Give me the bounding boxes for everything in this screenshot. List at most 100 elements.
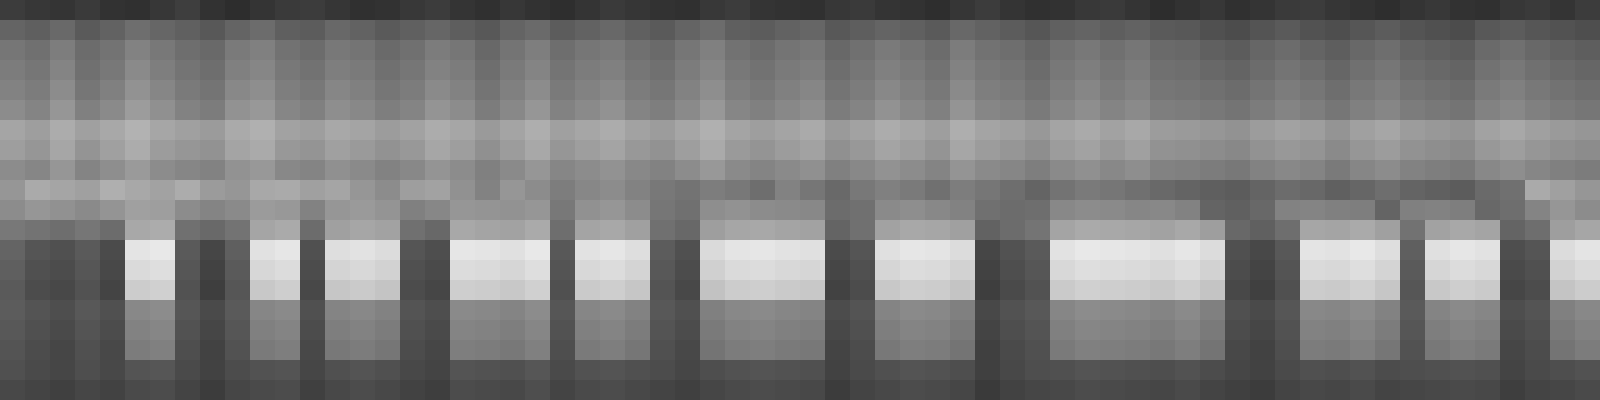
- cell: [1050, 40, 1076, 61]
- cell: [325, 240, 351, 261]
- cell: [475, 180, 501, 201]
- cell: [1450, 40, 1476, 61]
- cell: [1000, 0, 1026, 21]
- cell: [1550, 320, 1576, 341]
- cell: [1000, 100, 1026, 121]
- cell: [1200, 120, 1226, 141]
- cell: [925, 100, 951, 121]
- cell: [325, 80, 351, 101]
- cell: [1425, 260, 1451, 281]
- cell: [1250, 380, 1276, 400]
- cell: [1525, 340, 1551, 361]
- cell: [1075, 300, 1101, 321]
- cell: [550, 320, 576, 341]
- cell: [550, 100, 576, 121]
- cell: [275, 80, 301, 101]
- cell: [175, 340, 201, 361]
- cell: [1200, 180, 1226, 201]
- cell: [225, 60, 251, 81]
- cell: [525, 60, 551, 81]
- cell: [825, 140, 851, 161]
- cell: [1050, 160, 1076, 181]
- cell: [825, 360, 851, 381]
- cell: [150, 140, 176, 161]
- cell: [350, 200, 376, 221]
- cell: [1425, 0, 1451, 21]
- cell: [500, 40, 526, 61]
- cell: [725, 40, 751, 61]
- cell: [800, 260, 826, 281]
- cell: [425, 0, 451, 21]
- cell: [1300, 140, 1326, 161]
- cell: [925, 160, 951, 181]
- cell: [1475, 100, 1501, 121]
- cell: [700, 140, 726, 161]
- cell: [625, 200, 651, 221]
- cell: [1425, 300, 1451, 321]
- cell: [325, 280, 351, 301]
- cell: [400, 100, 426, 121]
- cell: [175, 60, 201, 81]
- cell: [0, 340, 26, 361]
- cell: [200, 360, 226, 381]
- cell: [675, 260, 701, 281]
- cell: [225, 140, 251, 161]
- cell: [200, 20, 226, 41]
- cell: [425, 200, 451, 221]
- cell: [475, 40, 501, 61]
- cell: [775, 380, 801, 400]
- cell: [825, 240, 851, 261]
- cell: [1300, 180, 1326, 201]
- cell: [825, 180, 851, 201]
- cell: [250, 120, 276, 141]
- cell: [1200, 340, 1226, 361]
- cell: [775, 260, 801, 281]
- cell: [275, 200, 301, 221]
- cell: [725, 340, 751, 361]
- cell: [1425, 320, 1451, 341]
- cell: [475, 100, 501, 121]
- cell: [1000, 340, 1026, 361]
- cell: [875, 380, 901, 400]
- cell: [1100, 40, 1126, 61]
- cell: [1050, 180, 1076, 201]
- cell: [700, 60, 726, 81]
- cell: [1550, 280, 1576, 301]
- cell: [850, 60, 876, 81]
- cell: [1375, 80, 1401, 101]
- cell: [1200, 280, 1226, 301]
- cell: [700, 220, 726, 241]
- cell: [1450, 360, 1476, 381]
- cell: [1500, 220, 1526, 241]
- cell: [1400, 120, 1426, 141]
- cell: [1575, 200, 1600, 221]
- cell: [1025, 120, 1051, 141]
- cell: [600, 180, 626, 201]
- cell: [850, 300, 876, 321]
- cell: [400, 140, 426, 161]
- cell: [1200, 140, 1226, 161]
- cell: [775, 320, 801, 341]
- cell: [525, 240, 551, 261]
- cell: [1075, 260, 1101, 281]
- cell: [125, 360, 151, 381]
- cell: [550, 0, 576, 21]
- cell: [1275, 160, 1301, 181]
- cell: [1075, 20, 1101, 41]
- cell: [600, 320, 626, 341]
- cell: [975, 200, 1001, 221]
- cell: [700, 300, 726, 321]
- cell: [775, 180, 801, 201]
- cell: [950, 240, 976, 261]
- cell: [300, 300, 326, 321]
- cell: [1525, 300, 1551, 321]
- cell: [275, 360, 301, 381]
- cell: [700, 260, 726, 281]
- cell: [1075, 360, 1101, 381]
- cell: [1275, 200, 1301, 221]
- cell: [1475, 120, 1501, 141]
- cell: [575, 260, 601, 281]
- cell: [375, 80, 401, 101]
- cell: [1575, 120, 1600, 141]
- cell: [0, 360, 26, 381]
